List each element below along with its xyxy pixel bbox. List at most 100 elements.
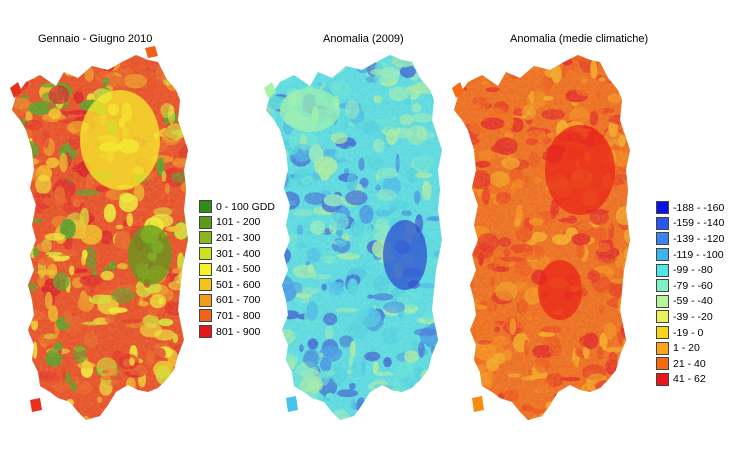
legend-gdd-row: 601 - 700 bbox=[199, 293, 275, 309]
map-terrain-patch bbox=[273, 191, 288, 207]
map-terrain-patch bbox=[177, 378, 187, 390]
map-terrain-patch bbox=[12, 286, 28, 294]
map-terrain-patch bbox=[275, 378, 292, 393]
legend-anomaly-label: 41 - 62 bbox=[673, 373, 706, 386]
map-terrain-patch bbox=[266, 373, 279, 394]
map-terrain-patch bbox=[410, 387, 420, 405]
legend-anomaly-row: -188 - -160 bbox=[656, 200, 724, 216]
map-terrain-patch bbox=[12, 208, 23, 226]
map-terrain-patch bbox=[418, 401, 426, 408]
map-terrain-patch bbox=[52, 409, 71, 420]
legend-gdd-swatch bbox=[199, 231, 212, 245]
map-terrain-patch bbox=[92, 59, 101, 65]
map-terrain-patch bbox=[271, 344, 276, 362]
map-terrain-patch bbox=[314, 410, 325, 420]
map-terrain-patch bbox=[79, 55, 85, 63]
map-terrain-patch bbox=[425, 69, 442, 87]
map-terrain-patch bbox=[542, 422, 547, 435]
legend-gdd-swatch bbox=[199, 215, 212, 229]
map-terrain-patch bbox=[433, 55, 440, 65]
map-terrain-patch bbox=[12, 313, 24, 329]
legend-gdd-label: 201 - 300 bbox=[216, 231, 261, 244]
map-terrain-patch bbox=[22, 233, 32, 252]
islands-map1 bbox=[10, 46, 158, 412]
legend-gdd-label: 601 - 700 bbox=[216, 294, 261, 307]
map-terrain-patch bbox=[47, 398, 54, 415]
map-terrain-patch bbox=[612, 407, 626, 420]
legend-gdd-row: 501 - 600 bbox=[199, 277, 275, 293]
legend-gdd-label: 801 - 900 bbox=[216, 325, 261, 338]
map-terrain-patch bbox=[405, 395, 416, 409]
map-terrain-patch bbox=[122, 397, 134, 418]
map-terrain-patch bbox=[417, 395, 428, 407]
map-terrain-patch bbox=[619, 66, 630, 81]
legend-gdd-label: 401 - 500 bbox=[216, 263, 261, 276]
map-terrain-patch bbox=[169, 386, 188, 405]
map-terrain-patch bbox=[459, 58, 466, 77]
map-terrain-patch bbox=[129, 419, 135, 420]
map-terrain-patch bbox=[26, 61, 36, 77]
map-terrain-patch bbox=[457, 174, 474, 186]
map-terrain-patch bbox=[151, 393, 175, 406]
map-terrain-patch bbox=[19, 359, 29, 372]
map-terrain-patch bbox=[462, 169, 469, 180]
map-terrain-patch bbox=[266, 384, 283, 404]
map-terrain-patch bbox=[464, 419, 479, 420]
map-terrain-patch bbox=[163, 393, 180, 413]
legend-anomaly-row: -159 - -140 bbox=[656, 216, 724, 232]
map-terrain-patch bbox=[71, 56, 77, 65]
map-terrain-patch bbox=[15, 301, 34, 320]
map-terrain-patch bbox=[436, 90, 442, 98]
map-terrain-patch bbox=[454, 154, 473, 162]
map-terrain-patch bbox=[601, 416, 610, 420]
map-terrain-patch bbox=[162, 408, 174, 415]
map-terrain-patch bbox=[429, 422, 438, 438]
map-terrain-patch bbox=[507, 419, 519, 420]
map-terrain-patch bbox=[543, 55, 552, 61]
map-terrain-patch bbox=[359, 413, 367, 420]
map-terrain-patch bbox=[432, 373, 439, 379]
legend-anomaly-swatch bbox=[656, 310, 669, 324]
legend-anomaly-swatch bbox=[656, 341, 669, 355]
map-terrain-patch bbox=[145, 419, 169, 420]
map-terrain-patch bbox=[106, 60, 122, 65]
map-terrain-patch bbox=[54, 404, 76, 420]
legend-anomaly-row: -79 - -60 bbox=[656, 278, 724, 294]
map-terrain-patch bbox=[565, 395, 579, 401]
map-terrain-patch bbox=[454, 387, 460, 393]
map-terrain-patch bbox=[266, 372, 267, 386]
legend-anomaly-label: 21 - 40 bbox=[673, 357, 706, 370]
map-terrain-patch bbox=[611, 394, 621, 415]
map-terrain-patch bbox=[411, 404, 419, 409]
legend-anomaly-row: -119 - -100 bbox=[656, 247, 724, 263]
legend-anomaly-row: -59 - -40 bbox=[656, 294, 724, 310]
map-terrain-patch bbox=[383, 418, 394, 420]
map-terrain-patch bbox=[402, 402, 417, 417]
map-terrain-patch bbox=[12, 243, 20, 262]
map-terrain-patch bbox=[18, 158, 26, 171]
map-terrain-patch bbox=[611, 69, 622, 81]
map-terrain-patch bbox=[623, 55, 630, 62]
legend-anomaly-label: -139 - -120 bbox=[673, 232, 725, 245]
map-terrain-patch bbox=[308, 415, 329, 420]
map-terrain-patch bbox=[559, 392, 570, 406]
map-terrain-patch bbox=[377, 398, 386, 416]
map-terrain-patch bbox=[12, 122, 22, 133]
map-terrain-patch bbox=[12, 382, 22, 389]
map-terrain-patch bbox=[454, 404, 457, 411]
map-terrain-patch bbox=[51, 409, 74, 416]
map-terrain-patch bbox=[105, 402, 123, 418]
legend-anomaly-swatch bbox=[656, 232, 669, 246]
map-terrain-patch bbox=[615, 416, 622, 420]
map-terrain-patch bbox=[266, 368, 273, 378]
map-terrain-patch bbox=[552, 418, 561, 420]
map-terrain-patch bbox=[378, 397, 397, 409]
map-title-anomaly-2009: Anomalia (2009) bbox=[323, 33, 404, 45]
map-terrain-patch bbox=[266, 135, 268, 151]
legend-gdd-swatch bbox=[199, 325, 212, 339]
map-terrain-patch bbox=[118, 396, 138, 412]
legend-anomaly-label: -79 - -60 bbox=[673, 279, 713, 292]
map-terrain-patch bbox=[266, 362, 275, 378]
map-terrain-patch bbox=[163, 55, 169, 67]
legend-anomaly-swatch bbox=[656, 372, 669, 386]
